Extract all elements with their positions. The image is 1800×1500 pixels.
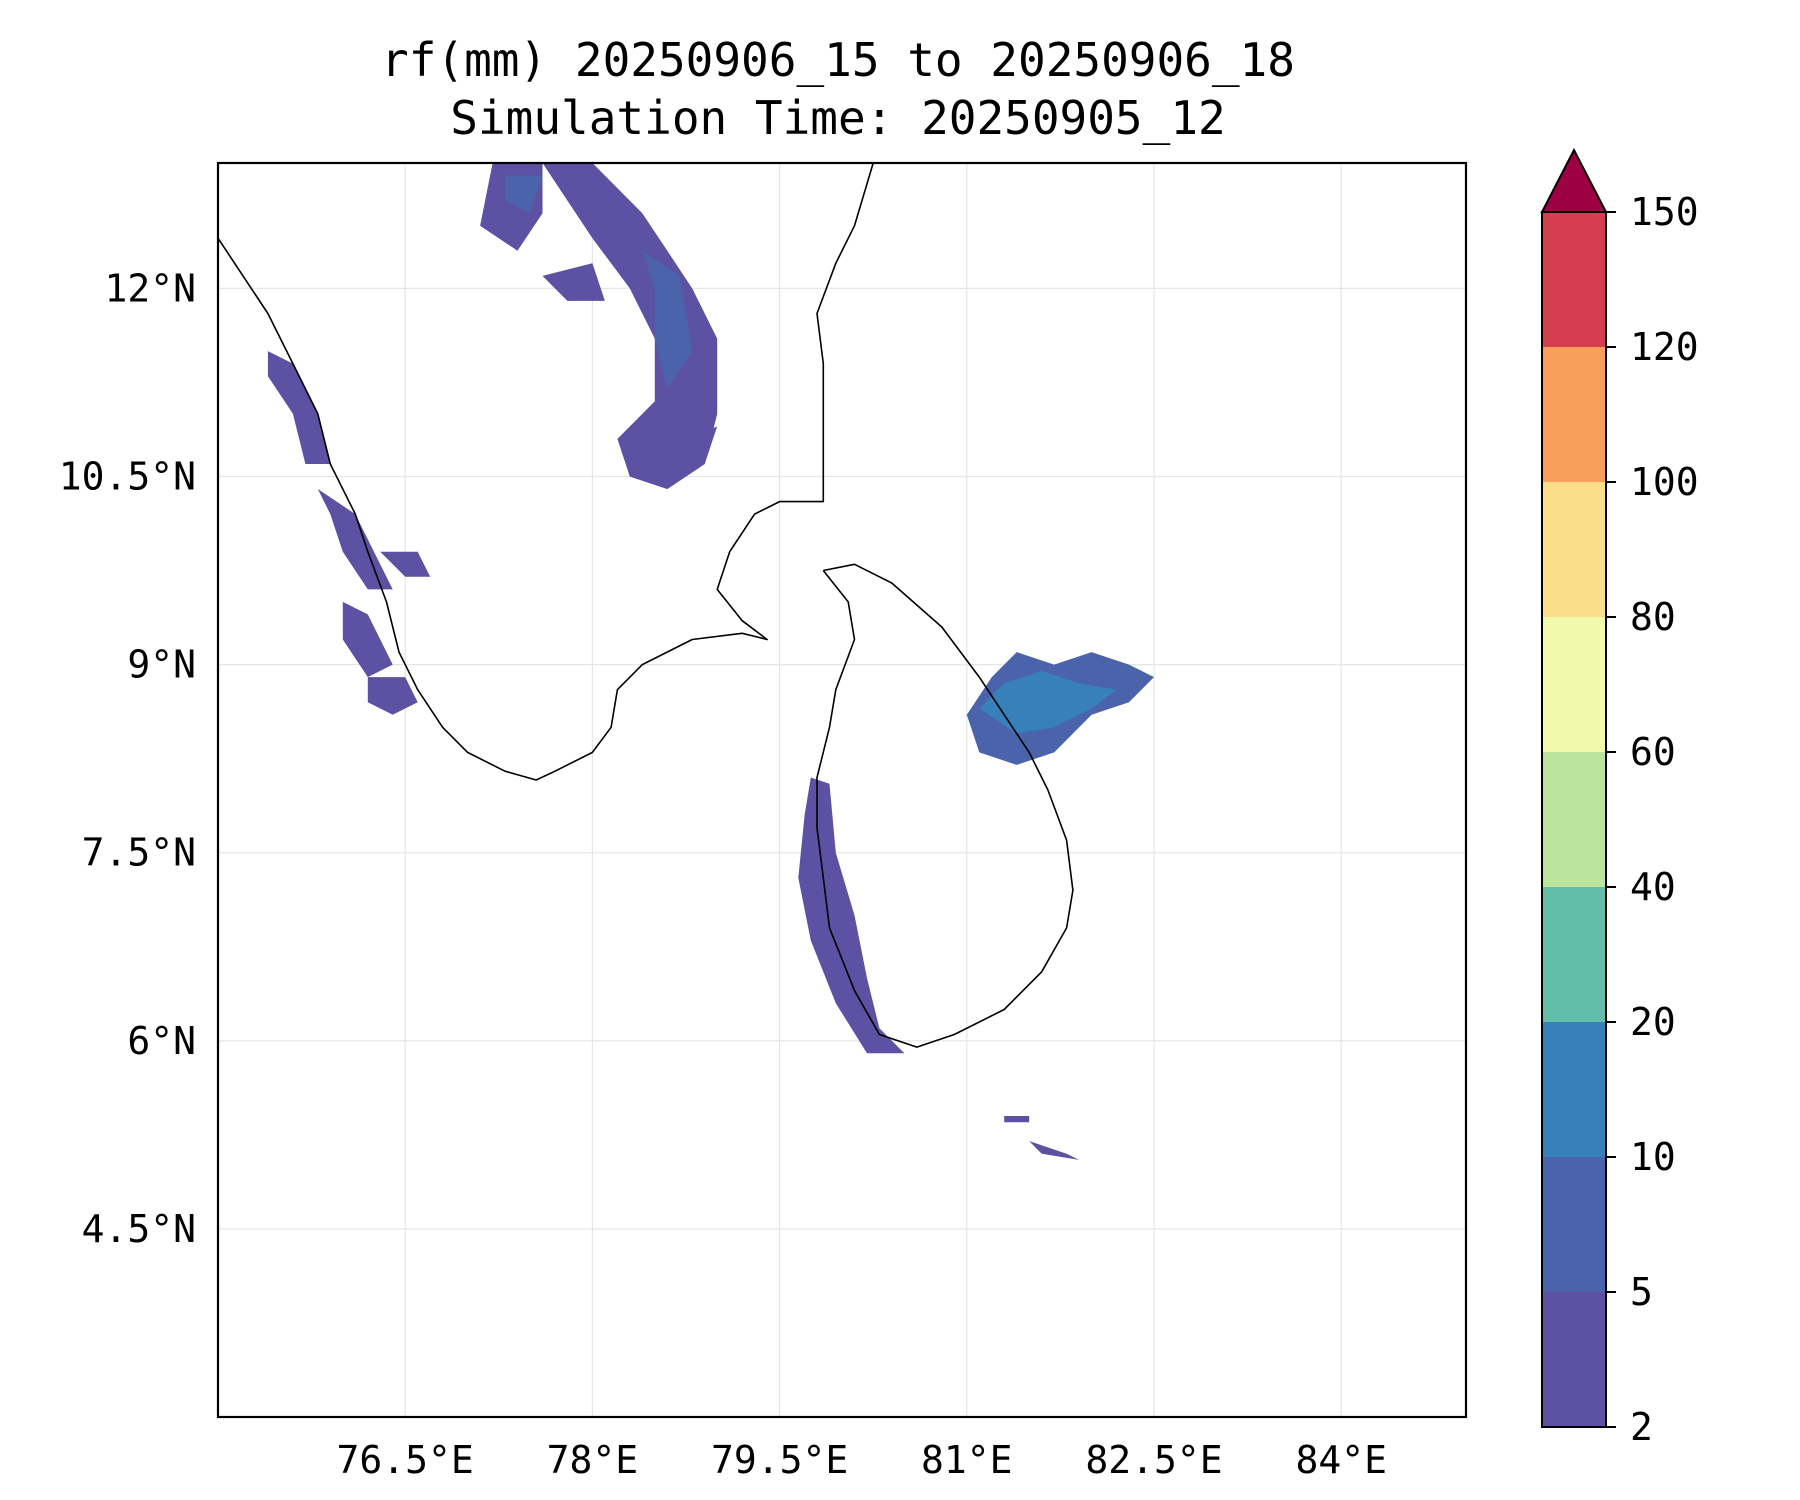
- colorbar-tick-label: 100: [1630, 460, 1699, 504]
- y-tick-label: 10.5°N: [59, 455, 196, 499]
- x-tick-label: 82.5°E: [1085, 1438, 1222, 1482]
- rain-region-sri-lanka-west-coast: [798, 777, 905, 1054]
- rain-region-kerala-coast-north: [267, 351, 331, 464]
- coastlines: [218, 163, 1074, 1048]
- x-axis-ticks: 76.5°E 78°E 79.5°E 81°E 82.5°E 84°E: [337, 1438, 1387, 1482]
- colorbar-tick-label: 5: [1630, 1270, 1653, 1314]
- rain-core-band-core-mid: [642, 250, 693, 389]
- map-plot-area: 76.5°E 78°E 79.5°E 81°E 82.5°E 84°E 12°N 10.5°…: [59, 161, 1468, 1482]
- colorbar: 2 5 10 20 40 60 80 100 120 150: [1540, 147, 1699, 1449]
- title-line-2: Simulation Time: 20250905_12: [450, 91, 1225, 145]
- colorbar-tick-label: 150: [1630, 190, 1699, 234]
- x-tick-label: 79.5°E: [711, 1438, 848, 1482]
- colorbar-tick-label: 20: [1630, 1000, 1676, 1044]
- colorbar-tick-label: 2: [1630, 1405, 1653, 1449]
- y-tick-label: 12°N: [104, 266, 196, 310]
- rain-region-south-islets-2: [1029, 1141, 1080, 1160]
- x-tick-label: 76.5°E: [337, 1438, 474, 1482]
- rain-region-kerala-patch-east: [380, 551, 431, 577]
- y-tick-label: 9°N: [127, 643, 196, 687]
- y-axis-ticks: 12°N 10.5°N 9°N 7.5°N 6°N 4.5°N: [59, 266, 196, 1251]
- rain-region-south-islets: [1004, 1116, 1030, 1123]
- coastline-india-west-coast: [218, 163, 874, 781]
- colorbar-segment: [1542, 752, 1606, 887]
- colorbar-segment: [1542, 1292, 1606, 1427]
- colorbar-segment: [1542, 347, 1606, 482]
- title-line-1: rf(mm) 20250906_15 to 20250906_18: [381, 33, 1295, 87]
- colorbar-extend-triangle: [1540, 147, 1608, 213]
- colorbar-segment: [1542, 887, 1606, 1022]
- rain-core-ne-core: [979, 670, 1117, 734]
- rain-region-kerala-coast-mid: [317, 489, 393, 590]
- colorbar-tick-label: 10: [1630, 1135, 1676, 1179]
- rainfall-contours: [267, 163, 1154, 1160]
- colorbar-segment: [1542, 482, 1606, 617]
- map-frame: [216, 161, 1468, 1419]
- x-tick-label: 81°E: [921, 1438, 1013, 1482]
- x-tick-label: 78°E: [547, 1438, 639, 1482]
- colorbar-segment: [1542, 212, 1606, 347]
- x-tick-label: 84°E: [1295, 1438, 1387, 1482]
- colorbar-tick-label: 40: [1630, 865, 1676, 909]
- rain-region-north-patch-small: [542, 263, 605, 301]
- y-tick-label: 4.5°N: [82, 1207, 196, 1251]
- colorbar-tick-label: 80: [1630, 595, 1676, 639]
- colorbar-tick-label: 60: [1630, 730, 1676, 774]
- rain-region-kerala-coast-south: [342, 601, 393, 678]
- rain-region-kerala-patch-south: [367, 677, 418, 715]
- rain-region-western-ghats-band: [542, 163, 718, 489]
- colorbar-frame: [1541, 211, 1607, 1428]
- graticule: [218, 163, 1466, 1417]
- y-tick-label: 6°N: [127, 1019, 196, 1063]
- colorbar-segment: [1542, 617, 1606, 752]
- colorbar-tick-label: 120: [1630, 325, 1699, 369]
- colorbar-segment: [1542, 1157, 1606, 1292]
- colorbar-segment: [1542, 1022, 1606, 1157]
- y-tick-label: 7.5°N: [82, 831, 196, 875]
- rain-core-band-core-north: [505, 175, 543, 214]
- coastline-sri-lanka: [816, 563, 1074, 1048]
- rain-region-band-east-spur: [629, 426, 718, 489]
- map-background: [218, 163, 1466, 1417]
